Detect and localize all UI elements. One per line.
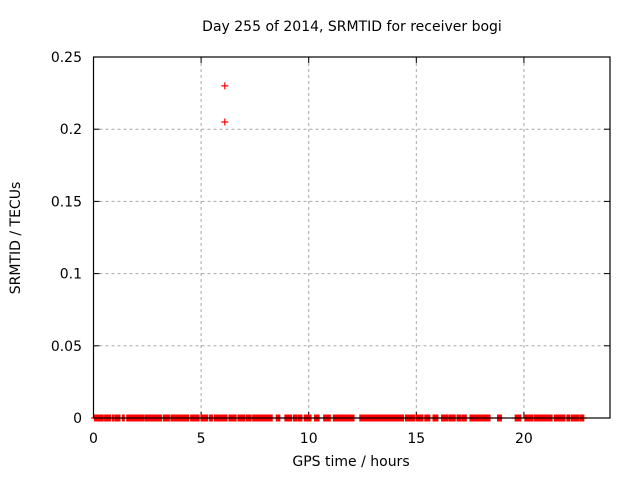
x-tick-label: 10 bbox=[300, 431, 318, 447]
y-tick-label: 0.1 bbox=[60, 267, 82, 283]
x-tick-label: 15 bbox=[407, 431, 425, 447]
plot-border bbox=[92, 56, 611, 419]
y-tick-label: 0.25 bbox=[51, 50, 82, 66]
x-tick-label: 0 bbox=[89, 431, 98, 447]
x-tick-label: 5 bbox=[197, 431, 206, 447]
y-tick-label: 0.2 bbox=[60, 122, 82, 138]
y-tick-label: 0.15 bbox=[51, 194, 82, 210]
outlier-point bbox=[221, 118, 229, 126]
outlier-point bbox=[221, 82, 229, 90]
chart-title: Day 255 of 2014, SRMTID for receiver bog… bbox=[202, 19, 502, 35]
y-tick-label: 0.05 bbox=[51, 339, 82, 355]
y-tick-label: 0 bbox=[73, 411, 82, 427]
x-axis-title: GPS time / hours bbox=[292, 454, 410, 470]
x-tick-label: 20 bbox=[515, 431, 533, 447]
